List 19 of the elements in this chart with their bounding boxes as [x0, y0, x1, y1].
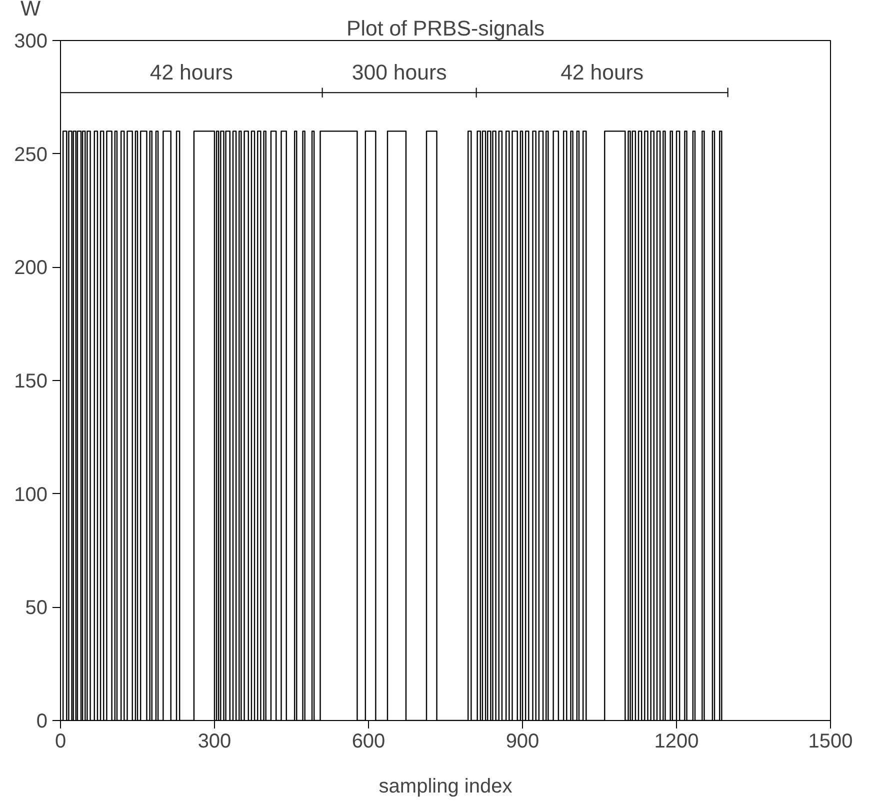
annotation: 42 hours: [150, 60, 233, 85]
y-tick-label: 200: [14, 257, 48, 280]
y-tick-label: 250: [14, 144, 48, 166]
y-axis-title: W: [20, 0, 42, 20]
x-tick-label: 600: [352, 730, 386, 752]
y-tick-label: 300: [14, 30, 48, 52]
x-tick-label: 300: [198, 730, 232, 752]
annotation: 42 hours: [560, 60, 644, 85]
y-tick-label: 100: [14, 484, 48, 506]
x-tick-label: 900: [506, 730, 540, 752]
x-tick-label: 1200: [654, 730, 699, 752]
y-tick-label: 0: [36, 710, 48, 732]
x-tick-label: 0: [54, 730, 66, 752]
x-tick-label: 1500: [808, 730, 853, 752]
x-axis-title: sampling index: [378, 776, 512, 798]
y-tick-label: 50: [25, 597, 48, 620]
chart-title: Plot of PRBS-signals: [346, 16, 544, 40]
y-tick-label: 150: [14, 370, 48, 392]
annotation: 300 hours: [352, 60, 447, 85]
